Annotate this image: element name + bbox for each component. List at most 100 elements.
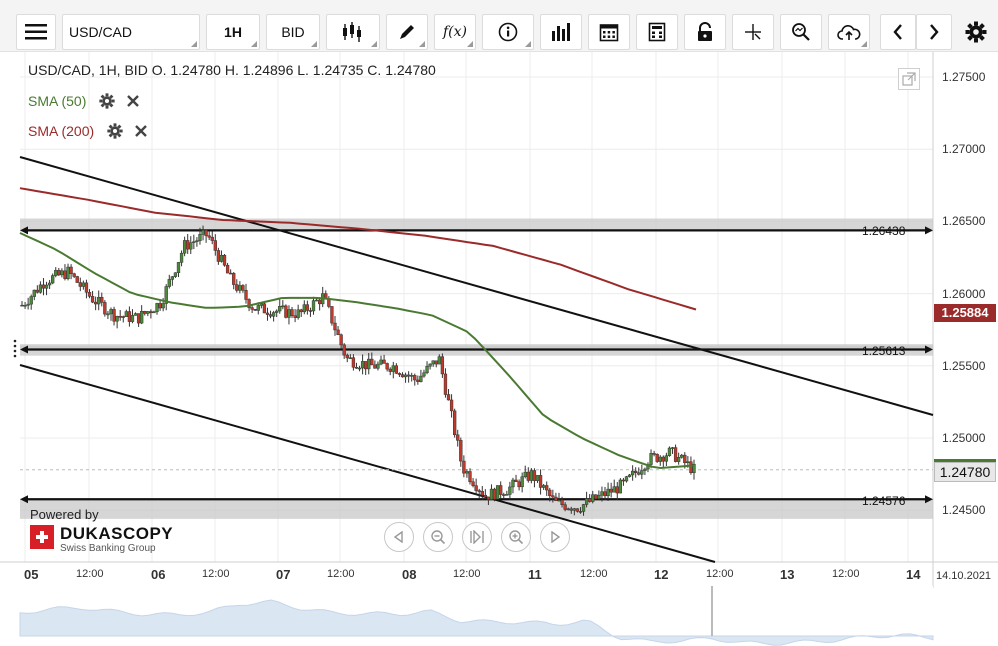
zoom-out-icon bbox=[431, 530, 446, 545]
crosshair-button[interactable] bbox=[732, 14, 774, 50]
candle-body bbox=[232, 273, 236, 285]
close-icon[interactable] bbox=[124, 92, 142, 110]
calendar-button[interactable] bbox=[588, 14, 630, 50]
candle-body bbox=[247, 299, 251, 308]
candle-body bbox=[403, 374, 408, 378]
symbol-select[interactable]: USD/CAD bbox=[62, 14, 200, 50]
candle-body bbox=[149, 311, 153, 313]
candle-body bbox=[235, 284, 239, 291]
candle-body bbox=[621, 479, 626, 482]
settings-button[interactable] bbox=[956, 14, 996, 50]
candle-body bbox=[456, 434, 460, 441]
candle-body bbox=[87, 292, 92, 297]
candle-body bbox=[692, 463, 696, 473]
candle-body bbox=[308, 310, 313, 312]
function-icon: f(x) bbox=[442, 24, 467, 40]
reset-view-button[interactable] bbox=[462, 522, 492, 552]
draw-button[interactable] bbox=[386, 14, 428, 50]
scroll-right-button[interactable] bbox=[916, 14, 952, 50]
candle-body bbox=[634, 470, 638, 473]
candle-body bbox=[176, 262, 181, 273]
candle-body bbox=[342, 344, 346, 356]
candle-body bbox=[115, 316, 119, 322]
zoom-button[interactable] bbox=[780, 14, 822, 50]
candle-body bbox=[465, 471, 469, 474]
zoom-in-button[interactable] bbox=[501, 522, 531, 552]
volume-button[interactable] bbox=[540, 14, 582, 50]
price-chart[interactable] bbox=[0, 52, 998, 646]
indicators-button[interactable]: f(x) bbox=[434, 14, 476, 50]
sr-zone bbox=[20, 498, 933, 519]
candle-body bbox=[133, 313, 138, 316]
scroll-forward-button[interactable] bbox=[540, 522, 570, 552]
candle-body bbox=[354, 367, 359, 369]
info-button[interactable] bbox=[482, 14, 534, 50]
close-icon[interactable] bbox=[132, 122, 150, 140]
candle-body bbox=[161, 303, 165, 309]
time-label: 13 bbox=[780, 567, 795, 582]
candle-body bbox=[591, 494, 595, 502]
chart-type-button[interactable] bbox=[326, 14, 380, 50]
candle-body bbox=[459, 440, 463, 462]
candle-body bbox=[360, 361, 365, 369]
candle-body bbox=[164, 286, 168, 304]
sr-zone bbox=[20, 345, 933, 356]
candle-body bbox=[505, 494, 509, 496]
level-arrow-left-icon bbox=[20, 226, 28, 235]
candle-body bbox=[127, 311, 132, 322]
dropdown-corner-icon bbox=[525, 41, 531, 47]
dropdown-corner-icon bbox=[311, 41, 317, 47]
zoom-out-button[interactable] bbox=[423, 522, 453, 552]
candle-body bbox=[468, 471, 472, 483]
candle-body bbox=[348, 357, 352, 359]
gear-icon bbox=[965, 21, 987, 43]
gear-icon[interactable] bbox=[106, 122, 124, 140]
candle-body bbox=[480, 491, 484, 496]
upload-button[interactable] bbox=[828, 14, 870, 50]
candle-body bbox=[268, 314, 273, 317]
swiss-cross-icon bbox=[30, 525, 54, 549]
candle-body bbox=[281, 305, 285, 308]
candle-body bbox=[271, 312, 276, 317]
candle-body bbox=[499, 485, 503, 495]
candle-body bbox=[603, 491, 607, 497]
trendline-upper bbox=[19, 156, 934, 416]
candle-body bbox=[314, 299, 319, 302]
candle-body bbox=[560, 499, 564, 505]
candle-body bbox=[584, 498, 589, 505]
branding: Powered by DUKASCOPY Swiss Banking Group bbox=[22, 505, 174, 557]
popout-button[interactable] bbox=[898, 68, 920, 90]
candle-body bbox=[437, 356, 441, 365]
candle-body bbox=[351, 357, 356, 368]
candle-body bbox=[290, 309, 294, 316]
gear-icon[interactable] bbox=[98, 92, 116, 110]
candle-body bbox=[90, 296, 95, 303]
brand-name: DUKASCOPY bbox=[60, 524, 174, 543]
time-label: 12:00 bbox=[706, 568, 734, 580]
candle-body bbox=[182, 240, 187, 254]
time-label: 06 bbox=[151, 567, 166, 582]
timeframe-select[interactable]: 1H bbox=[206, 14, 260, 50]
price-tick: 1.26500 bbox=[942, 214, 986, 228]
candle-body bbox=[449, 399, 454, 412]
candle-body bbox=[400, 374, 405, 378]
candle-body bbox=[47, 282, 52, 286]
scroll-left-button[interactable] bbox=[880, 14, 916, 50]
candle-body bbox=[529, 470, 534, 481]
price-type-select[interactable]: BID bbox=[266, 14, 320, 50]
drag-handle-icon[interactable] bbox=[12, 338, 18, 358]
pencil-icon bbox=[400, 25, 414, 39]
time-label: 12:00 bbox=[327, 568, 355, 580]
candle-body bbox=[667, 447, 672, 456]
candle-body bbox=[29, 296, 33, 305]
candle-body bbox=[278, 306, 282, 312]
candle-body bbox=[370, 358, 374, 366]
calculator-button[interactable] bbox=[636, 14, 678, 50]
scroll-back-button[interactable] bbox=[384, 522, 414, 552]
candle-body bbox=[526, 471, 530, 481]
lock-button[interactable] bbox=[684, 14, 726, 50]
level-arrow-right-icon bbox=[925, 495, 933, 504]
menu-button[interactable] bbox=[16, 14, 56, 50]
candle-body bbox=[121, 316, 125, 318]
candle-body bbox=[541, 485, 546, 488]
